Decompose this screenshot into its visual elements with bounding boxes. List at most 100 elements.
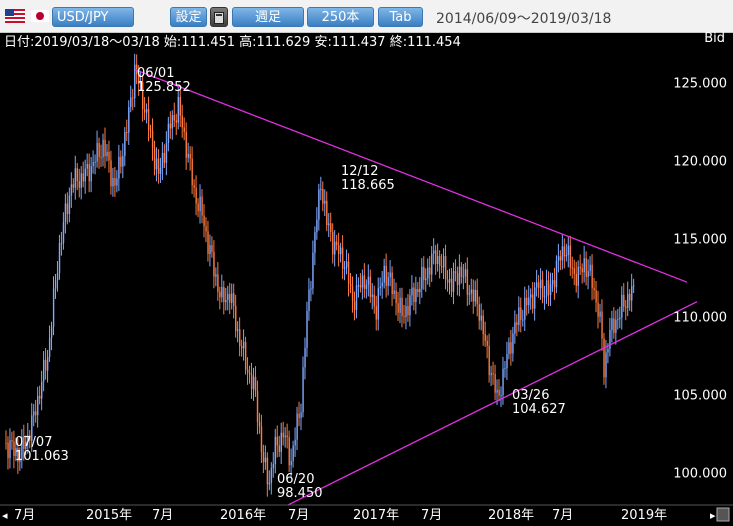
candle-body	[254, 376, 257, 392]
candle-body	[563, 246, 566, 257]
x-tick-label: 7月	[421, 508, 442, 523]
x-tick-label: 2019年	[621, 508, 667, 523]
candle-body	[239, 329, 241, 346]
x-tick-label: 7月	[552, 508, 573, 523]
x-tick-label: 7月	[14, 508, 35, 523]
candle-body	[437, 256, 439, 265]
settings-button[interactable]: 設定	[170, 7, 207, 27]
candle-body	[246, 369, 249, 373]
candle-body	[377, 288, 380, 320]
candle-body	[444, 256, 447, 280]
candle-body	[395, 290, 397, 304]
period-button[interactable]: 週足	[232, 7, 304, 27]
candle-body	[555, 260, 558, 288]
candle-body	[98, 142, 100, 158]
candle-body	[187, 153, 189, 158]
candle-body	[617, 319, 619, 321]
candle-body	[421, 266, 423, 289]
candle-body	[559, 256, 562, 261]
candle-body	[88, 164, 90, 182]
trend-line	[134, 68, 688, 283]
candle-body	[456, 273, 459, 285]
bar-count-button[interactable]: 250本	[307, 7, 374, 27]
date-range: 2014/06/09～2019/03/18	[436, 11, 612, 27]
candle-body	[68, 195, 71, 215]
candle-body	[52, 288, 55, 327]
candle-body	[579, 266, 581, 269]
candle-body	[474, 289, 477, 302]
candle-body	[355, 285, 358, 311]
candle-body	[549, 284, 552, 296]
candle-body	[306, 311, 308, 348]
candle-body	[510, 342, 512, 354]
calculator-button[interactable]	[210, 7, 228, 27]
y-axis-labels: 125.000 120.000 115.000 110.000 105.000 100.0…	[673, 77, 727, 482]
y-tick-label: 110.000	[673, 310, 727, 325]
candle-body	[86, 164, 88, 169]
scroll-end-button[interactable]	[716, 507, 730, 522]
candle-body	[466, 269, 469, 295]
candle-body	[532, 294, 534, 309]
candle-body	[528, 297, 530, 306]
candle-body	[179, 96, 182, 116]
candle-body	[320, 189, 322, 191]
trend-line	[253, 301, 698, 523]
candle-body	[70, 184, 73, 196]
candle-body	[54, 280, 57, 289]
candle-body	[106, 151, 108, 157]
tab-button[interactable]: Tab	[378, 7, 423, 27]
annotation-date: 06/20	[277, 472, 314, 487]
candle-body	[340, 247, 342, 255]
candle-body	[195, 187, 197, 204]
candle-body	[330, 223, 332, 232]
candle-body	[516, 322, 518, 325]
candle-body	[452, 271, 455, 292]
candle-body	[161, 152, 164, 169]
x-axis: 7月 2015年 7月 2016年 7月 2017年 7月 2018年 7月 2019年 ◂ ▸	[0, 504, 733, 526]
candle-body	[318, 189, 320, 220]
jp-flag-icon	[30, 9, 50, 23]
candle-body	[48, 337, 51, 357]
ohlc-info: 日付:2019/03/18～03/18 始:111.451 高:111.629 …	[4, 35, 461, 50]
y-tick-label: 125.000	[673, 77, 727, 92]
candle-body	[397, 303, 399, 313]
candle-body	[585, 258, 587, 278]
candle-body	[409, 295, 411, 316]
candle-body	[143, 109, 146, 113]
annotation-date: 06/01	[137, 66, 174, 81]
candle-body	[557, 256, 560, 261]
candle-body	[482, 315, 484, 335]
candle-body	[484, 334, 486, 341]
candle-body	[623, 294, 625, 307]
candle-body	[367, 276, 370, 285]
candle-body	[21, 436, 23, 459]
candle-body	[108, 151, 110, 161]
candle-body	[508, 342, 510, 355]
candle-body	[539, 279, 542, 289]
candle-body	[431, 253, 433, 275]
candle-body	[415, 289, 417, 302]
candle-body	[541, 279, 544, 298]
candle-body	[64, 203, 67, 223]
candle-body	[112, 178, 114, 187]
candle-body	[450, 278, 453, 292]
x-tick-label: 2016年	[220, 508, 266, 523]
candle-body	[603, 338, 605, 378]
candle-body	[264, 457, 267, 463]
scroll-left-icon[interactable]: ◂	[2, 509, 8, 522]
candle-body	[353, 301, 356, 311]
candle-body	[136, 64, 138, 75]
candle-body	[387, 277, 389, 286]
candle-body	[373, 294, 376, 307]
candle-body	[173, 115, 176, 121]
candle-body	[221, 287, 223, 298]
candle-body	[227, 293, 229, 301]
currency-pair-button[interactable]: USD/JPY	[52, 7, 134, 27]
candle-body	[74, 168, 77, 188]
candle-body	[244, 341, 247, 370]
candle-body	[116, 178, 118, 186]
scroll-right-icon[interactable]: ▸	[710, 509, 716, 522]
candle-body	[104, 139, 106, 157]
